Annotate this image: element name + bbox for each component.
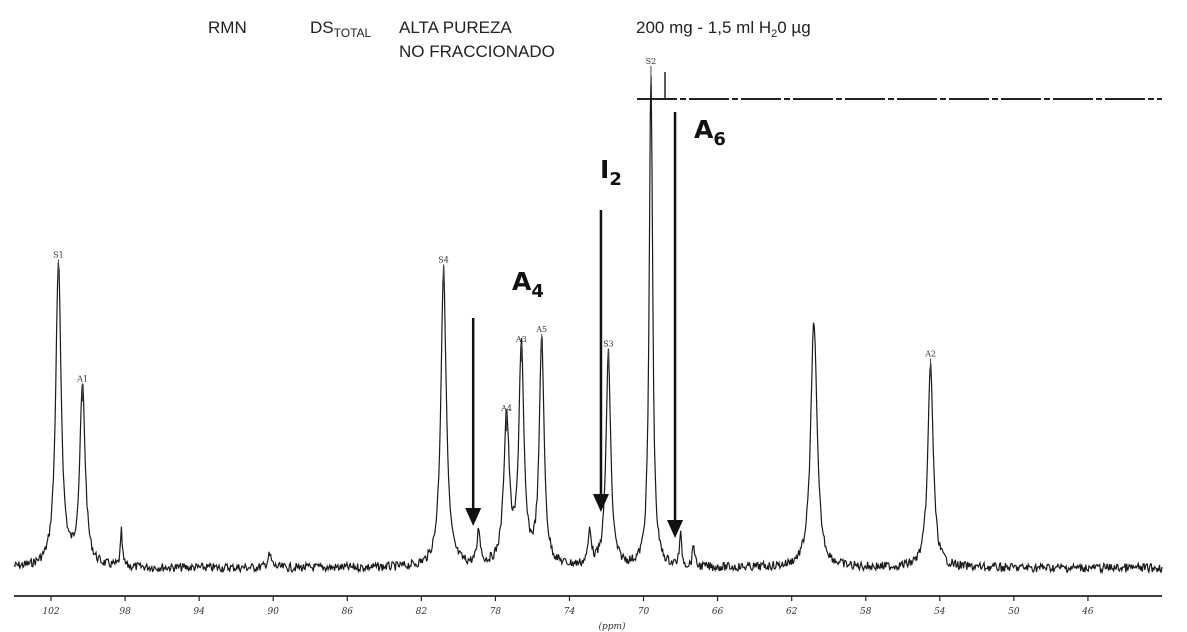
annotation-label: I2 (600, 155, 622, 190)
peak-label: A4 (500, 404, 512, 413)
x-tick-label: 78 (490, 607, 502, 617)
fraction-label: NO FRACCIONADO (399, 42, 555, 61)
x-tick-label: 58 (860, 607, 872, 617)
x-tick-label: 94 (193, 607, 205, 617)
peak-label: S4 (438, 255, 449, 264)
technique-label: RMN (208, 18, 247, 37)
x-tick-label: 50 (1008, 607, 1020, 617)
annotation-label: A4 (512, 267, 544, 302)
peak-label: A2 (924, 350, 936, 359)
x-tick-label: 54 (934, 607, 946, 617)
x-tick-label: 98 (119, 607, 131, 617)
peak-label: S3 (603, 340, 614, 349)
x-tick-label: 62 (786, 607, 798, 617)
purity-label: ALTA PUREZA (399, 18, 512, 37)
peak-label: A3 (515, 335, 527, 344)
x-tick-label: 86 (342, 607, 354, 617)
x-tick-label: 90 (267, 607, 279, 617)
peak-label: S2 (646, 57, 657, 66)
peak-label: S1 (53, 250, 64, 259)
x-tick-label: 102 (42, 607, 59, 617)
annotation-label: A6 (694, 115, 726, 150)
annotation-arrow-head (592, 494, 609, 512)
x-tick-label: 46 (1081, 607, 1094, 617)
x-tick-label: 82 (416, 607, 428, 617)
peak-label: A1 (76, 374, 88, 383)
spectrum-trace (13, 75, 1163, 575)
annotation-arrow-head (465, 508, 482, 526)
x-tick-label: 66 (712, 607, 724, 617)
ds-total-label: DSTOTAL (310, 18, 372, 40)
x-tick-label: 74 (564, 607, 576, 617)
x-tick-label: 70 (638, 607, 650, 617)
peak-label: A5 (535, 325, 547, 334)
annotation-arrow-head (667, 520, 684, 538)
concentration-label: 200 mg - 1,5 ml H20 µg (636, 18, 811, 40)
x-axis-title: (ppm) (598, 621, 626, 632)
